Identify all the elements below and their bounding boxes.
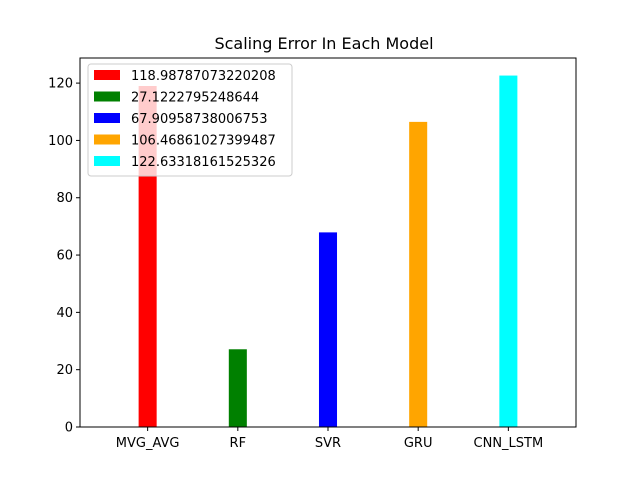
y-tick-label: 120	[48, 77, 73, 92]
legend: 118.98787073220208 27.1222795248644 67.909…	[87, 63, 293, 177]
legend-swatch	[94, 70, 120, 80]
y-tick-label: 100	[48, 134, 73, 149]
y-tick-label: 80	[56, 191, 73, 206]
x-tick-label: MVG_AVG	[116, 436, 180, 451]
bar	[318, 232, 338, 427]
x-axis: MVG_AVG RF SVR GRU CNN_LSTM	[116, 427, 543, 451]
y-tick-label: 20	[56, 363, 73, 378]
legend-box	[87, 63, 293, 177]
legend-swatch	[94, 91, 120, 102]
y-tick-label: 60	[56, 249, 73, 264]
y-tick-label: 0	[65, 421, 73, 436]
legend-label: 118.98787073220208	[131, 69, 276, 84]
legend-label: 27.1222795248644	[131, 91, 259, 106]
legend-swatch	[94, 134, 120, 145]
chart-title: Scaling Error In Each Model	[214, 34, 433, 53]
bar	[228, 349, 247, 427]
bars-layer	[138, 75, 518, 427]
y-tick-label: 40	[56, 306, 73, 321]
x-tick-label: SVR	[315, 436, 341, 451]
x-tick-label: RF	[230, 436, 247, 451]
legend-swatch	[94, 156, 120, 166]
legend-swatch	[94, 113, 120, 123]
y-axis: 0 20 40 60 80 100 120	[48, 77, 80, 436]
legend-label: 122.63318161525326	[131, 155, 276, 170]
x-tick-label: GRU	[404, 436, 433, 451]
x-tick-label: CNN_LSTM	[474, 436, 544, 451]
legend-label: 67.90958738006753	[131, 112, 267, 127]
bar	[409, 121, 428, 427]
bar	[499, 75, 518, 427]
legend-label: 106.46861027399487	[131, 134, 276, 149]
